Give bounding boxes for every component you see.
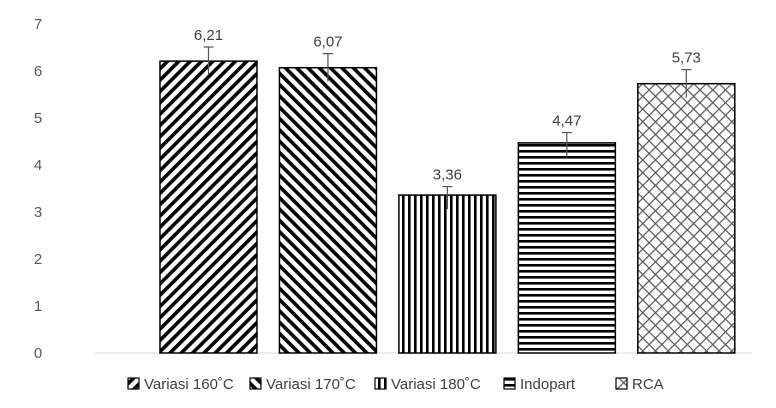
y-tick-label: 5 bbox=[34, 110, 42, 127]
y-tick-label: 2 bbox=[34, 251, 42, 268]
legend: Variasi 160˚C Variasi 170˚C Variasi 180˚C I… bbox=[127, 376, 664, 393]
y-axis: 0 1 2 3 4 5 6 7 bbox=[34, 16, 42, 362]
legend-item: Variasi 160˚C bbox=[127, 376, 234, 393]
error-bar bbox=[442, 186, 453, 210]
error-bar bbox=[322, 53, 333, 82]
legend-swatch bbox=[249, 377, 262, 390]
data-label: 6,07 bbox=[313, 34, 342, 51]
legend-swatch bbox=[615, 377, 628, 390]
legend-label: Indopart bbox=[520, 376, 576, 393]
bars: 6,21 6,07 3,36 4,47 5,73 bbox=[159, 27, 736, 354]
error-bar bbox=[681, 68, 692, 98]
bar-3 bbox=[517, 142, 617, 354]
y-tick-label: 0 bbox=[34, 345, 42, 362]
legend-swatch bbox=[127, 377, 140, 390]
y-tick-label: 6 bbox=[34, 63, 42, 80]
y-tick-label: 4 bbox=[34, 157, 42, 174]
legend-item: RCA bbox=[615, 376, 664, 393]
legend-label: RCA bbox=[632, 376, 664, 393]
legend-item: Variasi 170˚C bbox=[249, 376, 356, 393]
bar-4 bbox=[637, 82, 736, 354]
data-label: 6,21 bbox=[194, 27, 223, 44]
legend-label: Variasi 160˚C bbox=[144, 376, 234, 393]
y-tick-label: 7 bbox=[34, 16, 42, 33]
error-bar bbox=[203, 46, 214, 76]
data-label: 3,36 bbox=[433, 167, 462, 184]
data-label: 4,47 bbox=[552, 113, 581, 130]
legend-swatch bbox=[374, 377, 387, 390]
data-label: 5,73 bbox=[672, 50, 701, 67]
error-bar bbox=[561, 131, 572, 157]
bar-1 bbox=[278, 66, 378, 354]
legend-item: Indopart bbox=[503, 376, 576, 393]
legend-label: Variasi 180˚C bbox=[391, 376, 481, 393]
legend-item: Variasi 180˚C bbox=[374, 376, 481, 393]
bar-2 bbox=[398, 194, 497, 354]
legend-label: Variasi 170˚C bbox=[266, 376, 356, 393]
y-tick-label: 1 bbox=[34, 298, 42, 315]
y-tick-label: 3 bbox=[34, 204, 42, 221]
bar-0 bbox=[159, 60, 258, 354]
legend-swatch bbox=[503, 377, 516, 390]
